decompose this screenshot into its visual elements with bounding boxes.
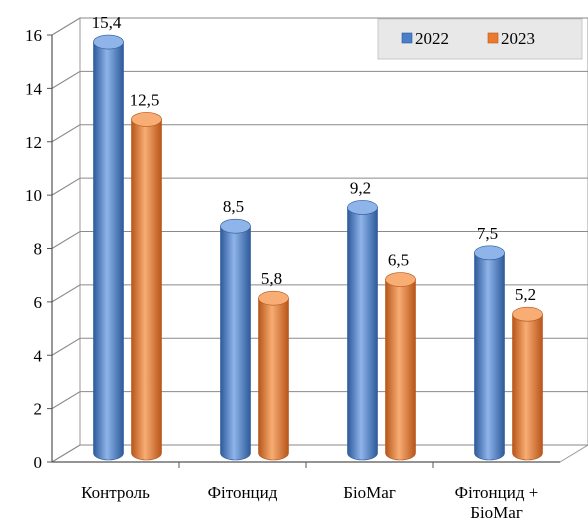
gridline (51, 230, 588, 249)
y-tick-label: 14 (25, 79, 43, 98)
bar (258, 297, 289, 461)
data-label: 6,5 (388, 251, 409, 270)
y-tick-label: 0 (34, 453, 43, 472)
gridline (51, 284, 588, 303)
data-label: 5,2 (515, 285, 536, 304)
data-label: 8,5 (223, 197, 244, 216)
bar (93, 41, 124, 461)
y-tick-label: 10 (25, 186, 42, 205)
gridlines (51, 17, 588, 463)
x-tick-label: БіоМаг (343, 483, 396, 502)
y-tick-label: 16 (25, 26, 42, 45)
legend-swatch (487, 32, 499, 44)
bar-top (474, 245, 505, 261)
x-tick-label: БіоМаг (470, 503, 523, 522)
bar (220, 225, 251, 461)
legend-swatch (401, 32, 413, 44)
y-tick-label: 6 (34, 293, 43, 312)
bar-top (512, 306, 543, 322)
y-tick-label: 4 (34, 346, 43, 365)
bar-top (220, 218, 251, 234)
bar-top (93, 34, 124, 50)
bar (347, 207, 378, 461)
gridline (51, 177, 588, 196)
y-tick-label: 2 (34, 400, 43, 419)
gridline (51, 444, 588, 463)
bar (512, 313, 543, 461)
gridline (51, 124, 588, 143)
bar-top (131, 112, 162, 127)
legend-label: 2023 (501, 29, 535, 48)
y-tick-label: 8 (34, 240, 43, 259)
data-label: 5,8 (261, 269, 282, 288)
data-label: 9,2 (350, 178, 371, 197)
bar-top (385, 272, 416, 287)
gridline (51, 391, 588, 410)
gridline (51, 70, 588, 89)
x-axis: Контроль Фітонцид БіоМаг Фітонцид +БіоМаг (52, 461, 560, 522)
bar (385, 279, 416, 461)
legend-label: 2022 (415, 29, 449, 48)
bars-group (93, 34, 543, 461)
bar (474, 252, 505, 461)
bar-top (258, 290, 289, 306)
x-tick-label: Фітонцид + (455, 483, 539, 502)
y-tick-label: 12 (25, 133, 42, 152)
legend: 2022 2023 (377, 18, 583, 60)
data-label: 15,4 (92, 13, 122, 32)
data-labels: 15,4 12,5 8,5 5,8 9,2 6,5 7,5 5,2 (92, 13, 537, 304)
bar (131, 119, 162, 461)
bar-top (347, 200, 378, 215)
data-label: 12,5 (130, 90, 160, 109)
gridline (51, 337, 588, 356)
data-label: 7,5 (477, 224, 498, 243)
gridline (51, 17, 588, 36)
x-tick-label: Контроль (81, 483, 150, 502)
x-tick-label: Фітонцид (208, 483, 278, 502)
y-axis: 0 2 4 6 8 10 12 14 16 (25, 26, 53, 472)
